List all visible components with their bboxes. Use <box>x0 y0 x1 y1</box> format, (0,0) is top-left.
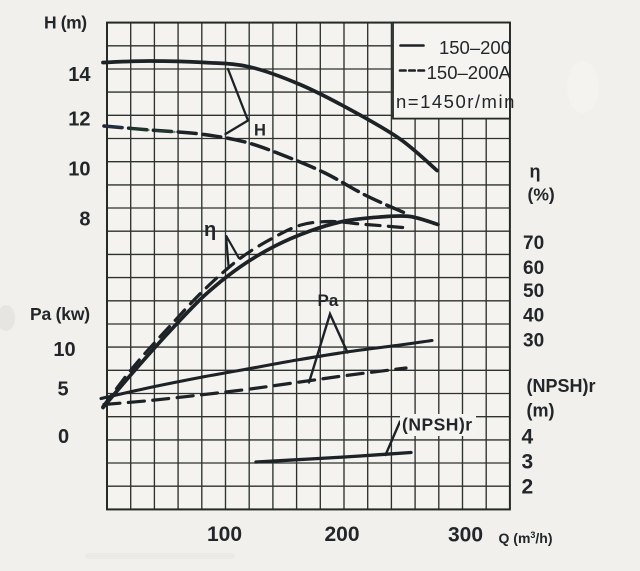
svg-text:12: 12 <box>68 109 90 131</box>
svg-text:Pa: Pa <box>318 291 339 310</box>
svg-text:8: 8 <box>79 209 90 231</box>
svg-text:2: 2 <box>522 476 534 499</box>
svg-text:10: 10 <box>68 159 90 181</box>
svg-text:300: 300 <box>448 524 483 547</box>
svg-text:η: η <box>530 162 541 182</box>
svg-text:(m): (m) <box>527 401 555 421</box>
svg-text:0: 0 <box>58 426 69 448</box>
svg-text:3: 3 <box>522 451 534 474</box>
svg-text:Q (m3/h): Q (m3/h) <box>499 530 553 546</box>
svg-text:14: 14 <box>68 64 91 86</box>
svg-text:H: H <box>254 122 266 140</box>
svg-text:60: 60 <box>523 258 544 279</box>
svg-text:200: 200 <box>324 523 359 546</box>
svg-text:(%): (%) <box>528 185 555 205</box>
svg-text:4: 4 <box>522 426 534 449</box>
svg-text:n=1450r/min: n=1450r/min <box>396 91 516 112</box>
svg-text:(NPSH)r: (NPSH)r <box>527 376 596 396</box>
svg-text:40: 40 <box>523 306 544 327</box>
svg-text:150–200: 150–200 <box>439 37 511 58</box>
svg-text:η: η <box>204 219 216 241</box>
svg-text:50: 50 <box>523 281 544 302</box>
svg-text:5: 5 <box>57 379 68 401</box>
svg-text:10: 10 <box>53 339 75 361</box>
svg-text:Pa (kw): Pa (kw) <box>30 304 90 324</box>
svg-text:(NPSH)r: (NPSH)r <box>402 415 473 435</box>
svg-text:70: 70 <box>523 233 544 254</box>
svg-text:100: 100 <box>207 523 242 546</box>
svg-text:H (m): H (m) <box>44 13 87 33</box>
svg-text:150–200A: 150–200A <box>427 62 512 83</box>
svg-text:30: 30 <box>523 331 544 352</box>
